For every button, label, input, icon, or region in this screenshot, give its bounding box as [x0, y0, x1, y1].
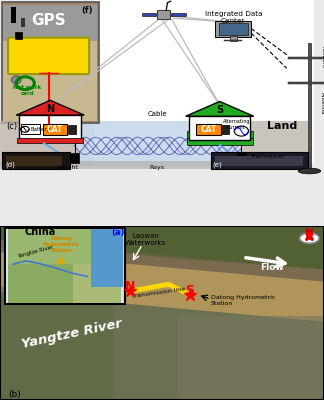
Bar: [15, 32, 22, 39]
Text: N: N: [46, 104, 54, 114]
Text: Land: Land: [267, 121, 297, 131]
Bar: [68, 125, 76, 134]
Polygon shape: [16, 100, 84, 115]
Bar: [189, 116, 250, 140]
Bar: [3, 41, 97, 121]
Polygon shape: [186, 102, 254, 116]
Bar: [21, 124, 40, 134]
Text: (d): (d): [6, 162, 16, 168]
Bar: [288, 57, 324, 59]
Bar: [17, 138, 83, 143]
Bar: [211, 152, 308, 169]
Text: Battery: Battery: [30, 127, 50, 132]
Wedge shape: [305, 233, 314, 238]
Bar: [187, 131, 253, 138]
Text: N: N: [305, 228, 314, 238]
Text: Transducer: Transducer: [251, 154, 286, 160]
Text: Cable: Cable: [147, 111, 167, 117]
Text: GPS: GPS: [31, 13, 66, 28]
Bar: [6, 229, 123, 304]
Bar: [215, 21, 251, 37]
Text: Transmission line: Transmission line: [132, 287, 186, 299]
Bar: [221, 125, 229, 134]
Bar: [43, 124, 67, 135]
Bar: [224, 40, 242, 42]
Text: Yangtze River: Yangtze River: [17, 245, 54, 259]
FancyBboxPatch shape: [5, 228, 125, 304]
Circle shape: [300, 233, 319, 243]
Text: Mobile Phone
Antenna: Mobile Phone Antenna: [320, 92, 324, 127]
Text: Rays: Rays: [150, 165, 165, 170]
Bar: [0, 121, 308, 166]
Text: (f): (f): [82, 6, 93, 15]
Polygon shape: [237, 121, 308, 166]
Bar: [219, 23, 248, 35]
Ellipse shape: [298, 168, 321, 174]
Text: Datong
Hydrometric
Station: Datong Hydrometric Station: [43, 236, 80, 253]
Bar: [8, 230, 121, 302]
Text: Mobile Phone
Network: Mobile Phone Network: [320, 46, 324, 82]
Text: Net work
card: Net work card: [13, 85, 42, 96]
Bar: [21, 18, 25, 27]
Text: CAT: CAT: [200, 125, 217, 134]
Bar: [8, 264, 73, 302]
Text: Laowan
Waterworks: Laowan Waterworks: [125, 234, 166, 246]
Bar: [196, 124, 221, 135]
Text: Alternating
Current: Alternating Current: [223, 119, 250, 130]
Bar: [73, 264, 122, 302]
Text: China: China: [25, 227, 56, 237]
Text: S: S: [216, 105, 223, 115]
Text: Integrated Data
Center: Integrated Data Center: [204, 11, 262, 24]
Text: (a): (a): [111, 228, 125, 236]
Bar: [230, 36, 237, 40]
Text: (b): (b): [8, 390, 21, 399]
Bar: [11, 7, 16, 23]
Polygon shape: [0, 121, 81, 166]
Text: Weight: Weight: [57, 165, 79, 170]
Ellipse shape: [11, 76, 21, 84]
Polygon shape: [0, 252, 324, 330]
Text: Datong Hydrometric
Station: Datong Hydrometric Station: [211, 296, 275, 306]
Polygon shape: [0, 226, 324, 270]
Bar: [70, 154, 79, 163]
FancyBboxPatch shape: [8, 38, 89, 74]
Bar: [157, 10, 170, 19]
Bar: [308, 43, 311, 169]
Bar: [0, 287, 113, 400]
Text: S: S: [185, 284, 194, 297]
Bar: [215, 156, 303, 166]
Text: Yangtze River: Yangtze River: [20, 317, 123, 351]
Bar: [8, 230, 121, 264]
Bar: [94, 0, 314, 164]
Text: (c): (c): [6, 122, 17, 131]
Polygon shape: [0, 292, 324, 400]
Bar: [0, 161, 308, 169]
Polygon shape: [0, 226, 324, 270]
Bar: [237, 154, 246, 163]
Text: Flow: Flow: [260, 263, 284, 272]
Bar: [187, 138, 253, 145]
Bar: [142, 12, 156, 16]
Bar: [91, 230, 123, 287]
Text: N: N: [124, 280, 135, 292]
Bar: [19, 115, 81, 139]
Bar: [178, 316, 324, 400]
Bar: [3, 4, 97, 41]
Bar: [2, 2, 99, 123]
Bar: [171, 12, 186, 16]
Bar: [288, 82, 324, 84]
Text: (e): (e): [212, 162, 222, 168]
Bar: [6, 156, 62, 166]
Bar: [2, 152, 70, 169]
Text: CAT: CAT: [47, 125, 64, 134]
